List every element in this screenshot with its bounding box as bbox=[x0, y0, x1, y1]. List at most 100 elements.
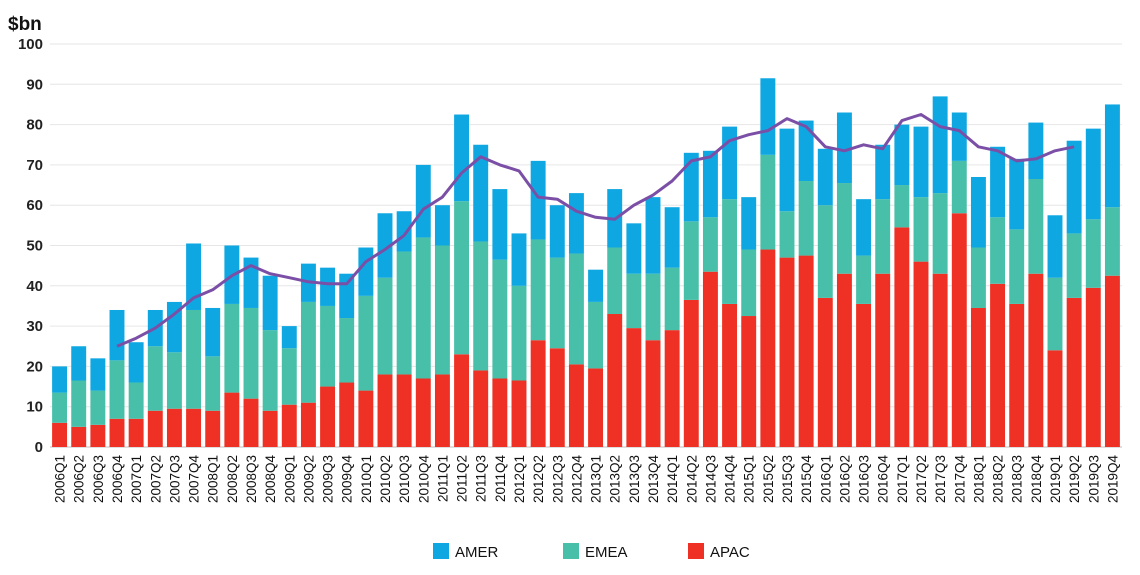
bar-emea-2018q3 bbox=[1009, 229, 1025, 304]
bar-emea-2007q1 bbox=[128, 382, 144, 419]
bar-emea-2015q2 bbox=[760, 154, 776, 250]
bar-apac-2009q4 bbox=[339, 382, 355, 447]
x-tick-label: 2010Q2 bbox=[378, 455, 393, 503]
bar-amer-2017q3 bbox=[932, 96, 948, 194]
bar-amer-2008q4 bbox=[262, 275, 278, 331]
x-tick-label: 2016Q3 bbox=[857, 455, 872, 503]
bar-apac-2012q1 bbox=[511, 380, 527, 447]
bar-emea-2007q3 bbox=[166, 352, 182, 409]
x-tick-label: 2008Q2 bbox=[225, 455, 240, 503]
bar-emea-2013q3 bbox=[626, 273, 642, 329]
x-tick-label: 2019Q1 bbox=[1048, 455, 1063, 503]
bar-apac-2009q3 bbox=[320, 386, 336, 447]
bar-amer-2010q4 bbox=[415, 164, 431, 238]
x-tick-label: 2013Q4 bbox=[646, 455, 661, 504]
x-tick-label: 2013Q3 bbox=[627, 455, 642, 503]
bar-amer-2012q1 bbox=[511, 233, 527, 286]
bar-apac-2015q3 bbox=[779, 257, 795, 447]
bar-apac-2015q1 bbox=[741, 316, 757, 447]
x-tick-label: 2014Q3 bbox=[703, 455, 718, 503]
bar-emea-2017q2 bbox=[913, 197, 929, 262]
x-tick-label: 2013Q2 bbox=[608, 455, 623, 503]
bar-amer-2015q1 bbox=[741, 197, 757, 250]
x-tick-label: 2017Q3 bbox=[933, 455, 948, 503]
bar-apac-2011q3 bbox=[473, 370, 489, 447]
x-tick-label: 2015Q2 bbox=[761, 455, 776, 503]
bar-emea-2008q1 bbox=[205, 356, 221, 411]
x-tick-label: 2018Q4 bbox=[1029, 455, 1044, 504]
bar-emea-2019q1 bbox=[1047, 277, 1063, 351]
y-tick-label: 40 bbox=[26, 278, 43, 295]
bar-amer-2017q2 bbox=[913, 126, 929, 198]
bar-amer-2011q1 bbox=[434, 205, 450, 246]
bar-emea-2011q2 bbox=[454, 201, 470, 355]
bar-apac-2012q4 bbox=[568, 364, 584, 447]
bar-apac-2016q3 bbox=[856, 303, 872, 447]
bar-apac-2016q4 bbox=[875, 273, 891, 447]
bar-apac-2006q2 bbox=[71, 426, 87, 447]
bar-apac-2019q2 bbox=[1066, 297, 1082, 447]
bar-apac-2013q3 bbox=[626, 328, 642, 447]
x-axis-ticks: 2006Q1 2006Q2 2006Q3 2006Q4 2007Q1 2007Q2 2007… bbox=[53, 455, 1121, 504]
x-tick-label: 2017Q1 bbox=[895, 455, 910, 503]
x-tick-label: 2011Q3 bbox=[474, 455, 489, 502]
bar-apac-2009q2 bbox=[300, 402, 316, 447]
bar-apac-2012q2 bbox=[530, 340, 546, 447]
bar-amer-2012q3 bbox=[549, 205, 565, 258]
bar-amer-2006q2 bbox=[71, 346, 87, 381]
x-tick-label: 2017Q4 bbox=[952, 455, 967, 504]
bar-emea-2015q1 bbox=[741, 249, 757, 317]
y-tick-label: 70 bbox=[26, 157, 43, 174]
bar-amer-2016q3 bbox=[856, 199, 872, 256]
x-tick-label: 2006Q4 bbox=[110, 455, 125, 504]
x-tick-label: 2015Q3 bbox=[780, 455, 795, 503]
bar-apac-2010q4 bbox=[415, 378, 431, 447]
bar-emea-2012q1 bbox=[511, 285, 527, 381]
bar-emea-2010q2 bbox=[377, 277, 393, 375]
moving-average-polyline bbox=[116, 113, 1075, 348]
x-tick-label: 2019Q2 bbox=[1067, 455, 1082, 503]
x-tick-label: 2014Q2 bbox=[684, 455, 699, 503]
bar-emea-2013q2 bbox=[607, 247, 623, 315]
bar-apac-2012q3 bbox=[549, 348, 565, 447]
bar-apac-2009q1 bbox=[281, 404, 297, 447]
x-tick-label: 2010Q4 bbox=[416, 455, 431, 504]
bar-apac-2018q4 bbox=[1028, 273, 1044, 447]
legend: AMER EMEA APAC bbox=[433, 543, 750, 561]
bar-apac-2007q4 bbox=[186, 408, 202, 447]
bar-amer-2008q1 bbox=[205, 307, 221, 357]
bar-emea-2019q3 bbox=[1085, 219, 1101, 288]
bar-emea-2018q2 bbox=[990, 217, 1006, 284]
bar-amer-2010q2 bbox=[377, 213, 393, 278]
bar-emea-2008q4 bbox=[262, 330, 278, 411]
y-tick-label: 80 bbox=[26, 117, 43, 134]
x-tick-label: 2007Q2 bbox=[148, 455, 163, 503]
bar-emea-2010q4 bbox=[415, 237, 431, 379]
bar-amer-2018q1 bbox=[970, 176, 986, 248]
bar-apac-2014q3 bbox=[702, 271, 718, 447]
x-tick-label: 2009Q2 bbox=[301, 455, 316, 503]
x-tick-label: 2017Q2 bbox=[914, 455, 929, 503]
x-tick-label: 2012Q4 bbox=[569, 455, 584, 504]
bar-amer-2006q4 bbox=[109, 309, 125, 361]
bar-emea-2009q3 bbox=[320, 305, 336, 387]
x-tick-label: 2010Q3 bbox=[397, 455, 412, 503]
bar-apac-2013q4 bbox=[645, 340, 661, 447]
bar-apac-2008q3 bbox=[243, 398, 259, 447]
x-tick-label: 2012Q2 bbox=[531, 455, 546, 503]
x-tick-label: 2007Q4 bbox=[187, 455, 202, 504]
bar-emea-2007q2 bbox=[147, 346, 163, 411]
x-tick-label: 2016Q2 bbox=[837, 455, 852, 503]
x-tick-label: 2016Q1 bbox=[818, 455, 833, 503]
bars bbox=[52, 78, 1120, 447]
bar-emea-2016q4 bbox=[875, 199, 891, 274]
bar-emea-2006q2 bbox=[71, 380, 87, 427]
bar-apac-2011q2 bbox=[454, 354, 470, 447]
bar-emea-2015q4 bbox=[798, 181, 814, 256]
bar-amer-2017q1 bbox=[894, 124, 910, 186]
bar-apac-2017q4 bbox=[951, 213, 967, 447]
bar-apac-2006q3 bbox=[90, 424, 106, 447]
bar-apac-2017q2 bbox=[913, 261, 929, 447]
bar-amer-2016q4 bbox=[875, 144, 891, 200]
x-tick-label: 2007Q3 bbox=[167, 455, 182, 503]
